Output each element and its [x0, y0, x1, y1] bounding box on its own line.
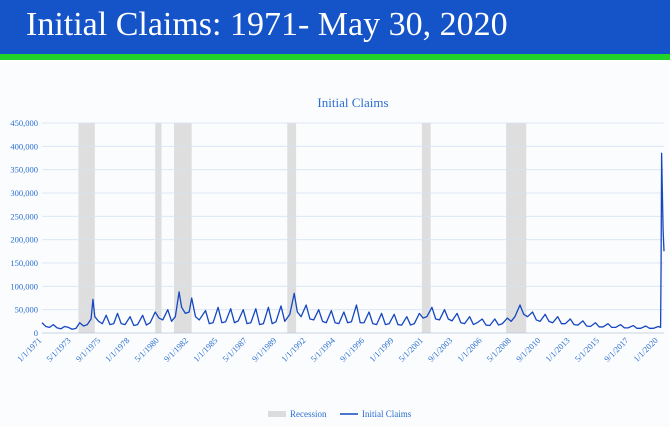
x-tick-label: 1/1/2020: [631, 335, 659, 363]
recession-band-5: [421, 123, 431, 333]
banner-title: Initial Claims: 1971- May 30, 2020: [26, 6, 508, 43]
legend-recession-swatch: [268, 411, 286, 417]
initial-claims-chart: Initial Claims 0 50,000 100,000 150,000 200,0…: [10, 95, 665, 419]
x-tick-label: 5/1/1994: [308, 335, 337, 364]
y-tick-label: 200,000: [10, 235, 38, 245]
x-tick-label: 1/1/1985: [191, 335, 219, 363]
x-tick-label: 1/1/1971: [15, 335, 43, 363]
y-tick-label: 450,000: [10, 118, 38, 128]
x-tick-label: 5/1/2008: [485, 335, 513, 363]
chart-area: Initial Claims 0 50,000 100,000 150,000 200,0…: [0, 62, 670, 427]
x-tick-label: 9/1/2010: [514, 335, 542, 363]
x-tick-label: 9/1/1975: [74, 335, 102, 363]
y-tick-label: 50,000: [15, 305, 38, 315]
recession-band-3: [174, 123, 192, 333]
recession-band-2: [155, 123, 162, 333]
x-tick-label: 1/1/1992: [279, 335, 307, 363]
y-tick-label: 0: [34, 328, 38, 338]
x-tick-label: 5/1/1973: [44, 335, 72, 363]
y-tick-label: 100,000: [10, 281, 38, 291]
y-tick-label: 400,000: [10, 141, 38, 151]
series-line-initial-claims: [41, 152, 665, 330]
recession-band-6: [506, 123, 527, 333]
x-tick-label: 5/1/1980: [132, 335, 160, 363]
x-tick-label: 9/1/2003: [426, 335, 454, 363]
recession-band-4: [287, 123, 297, 333]
x-tick-label: 9/1/2017: [602, 335, 630, 363]
x-tick-label: 9/1/1982: [162, 335, 190, 363]
x-tick-label: 5/1/2001: [396, 335, 424, 363]
y-tick-label: 150,000: [10, 258, 38, 268]
x-tick-label: 9/1/1996: [338, 335, 366, 363]
x-tick-label: 1/1/2013: [543, 335, 571, 363]
x-tick-label: 1/1/1978: [103, 335, 131, 363]
legend-initial-claims-label: Initial Claims: [362, 409, 412, 419]
y-tick-label: 350,000: [10, 165, 38, 175]
banner-accent-stripe: [0, 54, 670, 60]
title-banner: Initial Claims: 1971- May 30, 2020: [0, 0, 670, 54]
x-tick-label: 1/1/1999: [367, 335, 395, 363]
legend-recession-label: Recession: [290, 409, 327, 419]
y-tick-label: 300,000: [10, 188, 38, 198]
x-tick-label: 1/1/2006: [455, 335, 483, 363]
x-tick-label: 5/1/1987: [220, 335, 248, 363]
x-tick-label: 9/1/1989: [250, 335, 278, 363]
x-tick-label: 5/1/2015: [573, 335, 601, 363]
y-tick-label: 250,000: [10, 211, 38, 221]
recession-band-1: [78, 123, 95, 333]
chart-title: Initial Claims: [317, 95, 388, 110]
